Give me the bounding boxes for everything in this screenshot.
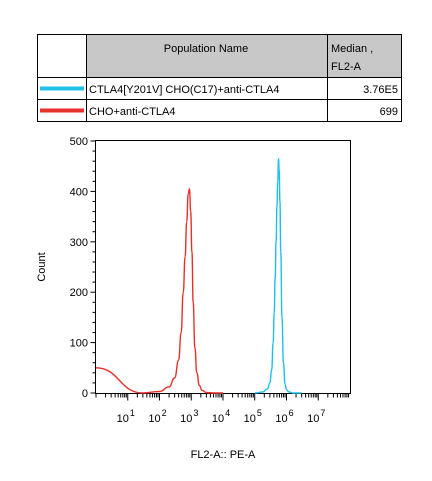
y-tick-label: 300 (70, 237, 88, 249)
y-tick-label: 100 (70, 338, 88, 350)
header-median-line2: FL2-A (331, 61, 362, 73)
legend-table: Population Name Median , FL2-A CTLA4[Y20… (37, 34, 402, 122)
x-tick-label: 103 (180, 408, 198, 425)
y-axis-label: Count (36, 252, 48, 281)
x-tick-label: 102 (148, 408, 166, 425)
legend-value-row-0: 3.76E5 (363, 84, 398, 96)
header-stat-cell-bg (328, 35, 401, 77)
histogram-plot: 0 100 200 300 400 500 101 102 103 104 105 106 107 (70, 136, 351, 425)
header-population-name: Population Name (164, 43, 248, 55)
x-axis-label: FL2-A:: PE-A (191, 449, 256, 461)
x-tick-label: 107 (307, 408, 325, 425)
x-tick-label: 104 (212, 408, 230, 425)
series-layer (95, 157, 302, 394)
y-axis-ticks: 0 100 200 300 400 500 (70, 136, 96, 400)
y-tick-label: 400 (70, 186, 88, 198)
legend-value-row-1: 699 (380, 106, 398, 118)
x-tick-label: 101 (117, 408, 135, 425)
y-tick-label: 200 (70, 287, 88, 299)
series-line-1 (95, 188, 223, 394)
y-tick-label: 0 (82, 388, 88, 400)
series-line-0 (254, 157, 302, 394)
legend-label-row-1: CHO+anti-CTLA4 (89, 106, 176, 118)
x-axis-ticks: 101 102 103 104 105 106 107 (95, 393, 350, 425)
x-tick-label: 106 (275, 408, 293, 425)
header-median-line1: Median , (331, 43, 373, 55)
x-tick-label: 105 (244, 408, 262, 425)
header-name-cell-bg (87, 35, 327, 77)
plot-frame (95, 140, 351, 394)
y-tick-label: 500 (70, 136, 88, 148)
legend-label-row-0: CTLA4[Y201V] CHO(C17)+anti-CTLA4 (89, 84, 279, 96)
